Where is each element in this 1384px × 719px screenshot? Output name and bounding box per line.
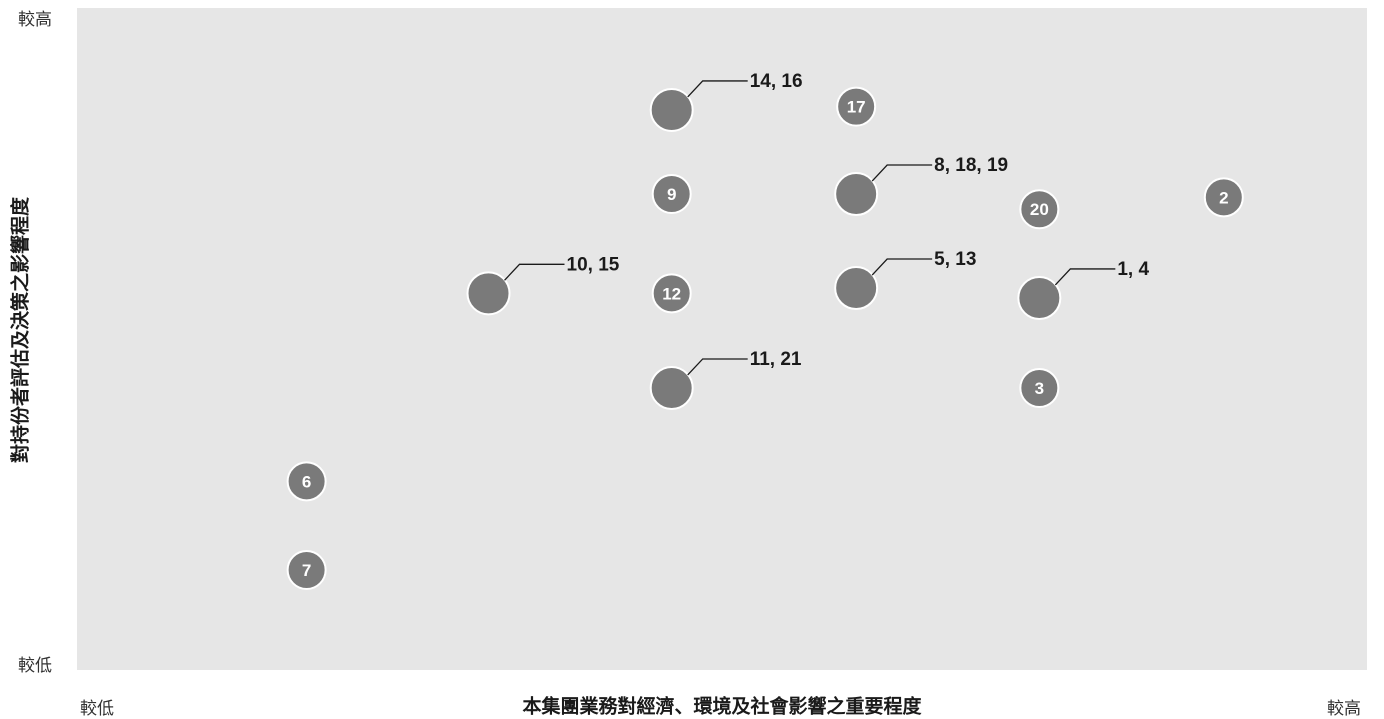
x-axis-title: 本集團業務對經濟、環境及社會影響之重要程度 xyxy=(522,695,922,718)
data-point-7: 7 xyxy=(286,550,327,591)
callout-line xyxy=(1054,268,1116,286)
point-label: 10, 15 xyxy=(567,254,620,275)
point-marker xyxy=(836,86,877,127)
point-label: 7 xyxy=(302,561,311,580)
point-label: 12 xyxy=(662,284,681,303)
point-label: 9 xyxy=(667,185,676,204)
callout-line xyxy=(871,164,933,182)
callout-line xyxy=(504,263,565,281)
callout-line xyxy=(687,80,748,98)
point-marker xyxy=(649,87,694,132)
point-marker xyxy=(834,266,879,311)
data-point-2: 2 xyxy=(1203,177,1244,218)
point-label: 20 xyxy=(1030,200,1049,219)
data-point-1-4: 1, 4 xyxy=(1017,259,1149,320)
data-point-20: 20 xyxy=(1019,189,1060,230)
point-label: 3 xyxy=(1035,379,1044,398)
point-marker xyxy=(1019,189,1060,230)
x-axis-high-label: 較高 xyxy=(1327,699,1361,719)
data-point-8-18-19: 8, 18, 19 xyxy=(834,155,1008,217)
point-marker xyxy=(286,461,327,502)
point-marker xyxy=(286,550,327,591)
point-marker xyxy=(1203,177,1244,218)
callout-line xyxy=(871,258,933,276)
data-point-6: 6 xyxy=(286,461,327,502)
point-marker xyxy=(1019,367,1060,408)
data-point-11-21: 11, 21 xyxy=(649,349,802,410)
data-point-12: 12 xyxy=(651,273,692,314)
data-point-14-16: 14, 16 xyxy=(649,71,803,132)
y-axis-high-label: 較高 xyxy=(18,10,52,30)
data-point-10-15: 10, 15 xyxy=(466,254,620,316)
point-marker xyxy=(1017,275,1062,320)
data-point-17: 17 xyxy=(836,86,877,127)
data-point-9: 9 xyxy=(651,174,692,215)
point-marker xyxy=(649,365,694,410)
point-label: 14, 16 xyxy=(750,71,803,92)
point-label: 2 xyxy=(1219,188,1228,207)
point-label: 17 xyxy=(847,98,866,117)
data-point-5-13: 5, 13 xyxy=(834,249,976,311)
callout-line xyxy=(687,358,748,376)
point-label: 11, 21 xyxy=(750,349,802,370)
point-marker xyxy=(466,271,511,316)
data-points: 1, 4 2 3 5, 13 6 7 8, 18, 19 9 10, 15 11, 21 12 14,… xyxy=(286,71,1244,591)
point-marker xyxy=(834,172,879,217)
point-marker xyxy=(651,174,692,215)
plot-area xyxy=(77,8,1367,670)
data-point-3: 3 xyxy=(1019,367,1060,408)
point-label: 8, 18, 19 xyxy=(934,155,1008,176)
x-axis-low-label: 較低 xyxy=(80,699,114,719)
point-label: 5, 13 xyxy=(934,249,976,270)
point-marker xyxy=(651,273,692,314)
point-label: 6 xyxy=(302,472,311,491)
point-label: 1, 4 xyxy=(1117,259,1149,280)
y-axis-title: 對持份者評估及決策之影響程度 xyxy=(9,196,32,464)
y-axis-low-label: 較低 xyxy=(18,656,52,676)
